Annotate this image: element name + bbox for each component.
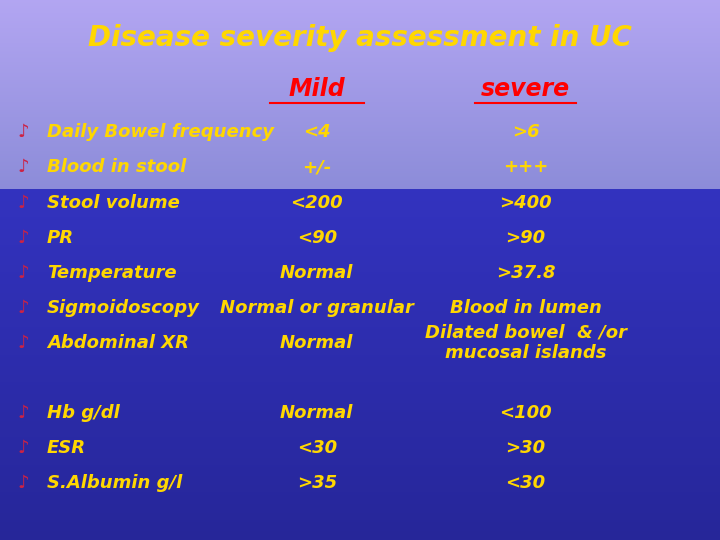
Text: Temperature: Temperature [47,264,176,282]
Text: ♪: ♪ [17,439,29,457]
Text: S.Albumin g/l: S.Albumin g/l [47,474,182,492]
Text: Normal: Normal [280,404,354,422]
Text: ♪: ♪ [17,404,29,422]
Text: >35: >35 [297,474,337,492]
Text: >90: >90 [505,228,546,247]
Text: >30: >30 [505,439,546,457]
Text: ♪: ♪ [17,228,29,247]
Text: <200: <200 [290,193,343,212]
Text: severe: severe [481,77,570,101]
Text: ESR: ESR [47,439,86,457]
Text: Blood in lumen: Blood in lumen [450,299,601,317]
Text: Sigmoidoscopy: Sigmoidoscopy [47,299,199,317]
Text: ♪: ♪ [17,158,29,177]
Text: Mild: Mild [289,77,345,101]
Text: <30: <30 [297,439,337,457]
Text: +/-: +/- [302,158,331,177]
Text: ♪: ♪ [17,299,29,317]
Text: >6: >6 [512,123,539,141]
Text: Normal or granular: Normal or granular [220,299,414,317]
Text: Blood in stool: Blood in stool [47,158,186,177]
Text: ♪: ♪ [17,123,29,141]
Text: ♪: ♪ [17,264,29,282]
Text: >400: >400 [499,193,552,212]
Text: <4: <4 [303,123,330,141]
Text: ♪: ♪ [17,334,29,352]
Text: <90: <90 [297,228,337,247]
Text: Daily Bowel frequency: Daily Bowel frequency [47,123,274,141]
Text: Hb g/dl: Hb g/dl [47,404,120,422]
Text: PR: PR [47,228,74,247]
Text: Normal: Normal [280,334,354,352]
Text: Abdominal XR: Abdominal XR [47,334,189,352]
Text: Dilated bowel  & /or
mucosal islands: Dilated bowel & /or mucosal islands [425,323,626,362]
Text: Disease severity assessment in UC: Disease severity assessment in UC [88,24,632,52]
Text: +++: +++ [503,158,549,177]
Text: ♪: ♪ [17,193,29,212]
Text: ♪: ♪ [17,474,29,492]
Text: <30: <30 [505,474,546,492]
Text: Normal: Normal [280,264,354,282]
Text: Stool volume: Stool volume [47,193,180,212]
Text: >37.8: >37.8 [496,264,555,282]
Text: <100: <100 [499,404,552,422]
